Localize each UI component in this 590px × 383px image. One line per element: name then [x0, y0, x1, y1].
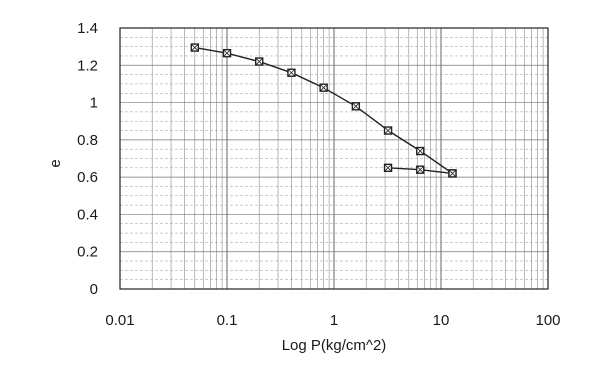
x-tick-label: 1	[330, 312, 338, 329]
series-layer	[190, 43, 457, 178]
x-tick-label: 0.1	[217, 312, 238, 329]
series-1-point	[255, 57, 264, 66]
y-tick-label: 0.2	[77, 244, 98, 261]
x-tick-label: 10	[433, 312, 450, 329]
plot-frame	[119, 27, 549, 290]
series-2-point	[416, 165, 425, 174]
x-tick-label: 0.01	[105, 312, 134, 329]
series-1-point	[319, 83, 328, 92]
data-point-cross	[352, 102, 360, 111]
data-point-cross	[255, 57, 263, 66]
data-point-cross	[384, 164, 392, 172]
grid	[119, 27, 548, 290]
y-tick-label: 1.2	[77, 57, 98, 74]
data-point-cross	[191, 43, 199, 52]
series-2-point	[383, 163, 393, 173]
series-1-point	[190, 43, 199, 52]
series-1-point	[287, 68, 296, 77]
x-tick-labels: 0.01 0.1 1 10 100	[105, 312, 560, 329]
series-1-point	[416, 146, 425, 156]
data-point-cross	[416, 147, 425, 155]
y-tick-label: 0.8	[77, 132, 98, 149]
data-point-cross	[287, 68, 296, 77]
y-tick-label: 1	[90, 95, 98, 112]
series-2-point	[448, 169, 457, 178]
y-axis-label: e	[47, 159, 64, 167]
series-1-point	[351, 102, 361, 111]
data-point-cross	[223, 49, 231, 57]
y-tick-label: 0	[90, 281, 98, 298]
x-tick-label: 100	[535, 312, 560, 329]
y-tick-label: 0.6	[77, 169, 98, 186]
series-1-point	[222, 48, 232, 58]
data-point-cross	[384, 126, 392, 135]
data-point-cross	[319, 83, 328, 92]
y-tick-label: 1.4	[77, 20, 98, 37]
y-tick-label: 0.4	[77, 206, 98, 223]
y-tick-labels: 0 0.2 0.4 0.6 0.8 1 1.2 1.4	[77, 20, 98, 298]
series-1-point	[383, 126, 393, 135]
data-point-cross	[448, 169, 457, 178]
data-point-cross	[416, 165, 425, 174]
x-axis-label: Log P(kg/cm^2)	[282, 337, 387, 354]
